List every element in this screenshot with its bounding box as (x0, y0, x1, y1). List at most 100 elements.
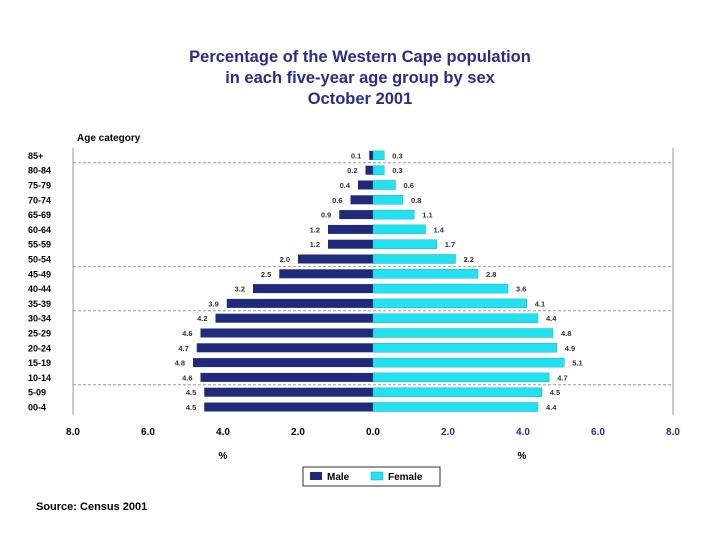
male-value-label: 2.5 (261, 270, 271, 279)
male-value-label: 4.8 (175, 359, 185, 368)
female-bar (372, 239, 437, 249)
female-bar (372, 357, 565, 368)
y-axis-title: Age category (77, 133, 141, 144)
male-bar (328, 224, 373, 234)
male-bar (298, 254, 373, 264)
female-bar (372, 224, 426, 235)
female-bar (372, 165, 385, 175)
x-tick-label: 4.0 (216, 427, 230, 438)
male-bar (253, 284, 373, 294)
female-bar (372, 150, 385, 161)
category-label: 10-14 (28, 373, 51, 383)
male-bar (365, 165, 373, 175)
male-value-label: 4.5 (186, 388, 196, 397)
category-label: 70-74 (28, 195, 51, 205)
female-bar (372, 195, 404, 205)
male-value-label: 4.6 (182, 329, 192, 338)
male-bar (350, 195, 373, 205)
male-value-label: 3.2 (235, 285, 245, 294)
female-bar (372, 180, 396, 190)
female-value-label: 0.8 (411, 196, 421, 205)
x-tick-label: 4.0 (516, 427, 530, 438)
female-value-label: 1.7 (445, 240, 455, 249)
title-line-2: in each five-year age group by sex (225, 69, 495, 87)
male-value-label: 3.9 (208, 299, 218, 308)
female-bar (372, 402, 539, 412)
female-value-label: 1.1 (422, 211, 432, 220)
category-label: 20-24 (28, 343, 51, 353)
male-bar (204, 387, 373, 397)
chart-title: Percentage of the Western Cape populatio… (0, 47, 720, 110)
male-bar (196, 343, 373, 353)
female-bar (372, 372, 550, 383)
legend-male-swatch (310, 472, 322, 480)
male-bar (328, 239, 373, 249)
male-value-label: 1.2 (310, 240, 320, 249)
category-label: 30-34 (28, 314, 51, 324)
male-value-label: 4.7 (178, 344, 188, 353)
male-bar (226, 298, 373, 308)
female-value-label: 0.3 (392, 151, 402, 160)
title-line-1: Percentage of the Western Cape populatio… (189, 48, 531, 66)
category-label: 75-79 (28, 181, 51, 191)
x-tick-label: 8.0 (66, 427, 80, 438)
male-value-label: 0.1 (351, 151, 361, 160)
male-value-label: 0.2 (347, 166, 357, 175)
female-value-label: 4.9 (565, 344, 575, 353)
male-value-label: 4.2 (197, 314, 207, 323)
female-bar (372, 269, 479, 279)
category-label: 65-69 (28, 210, 51, 220)
category-label: 00-4 (28, 403, 46, 413)
x-tick-label: 2.0 (441, 427, 455, 438)
legend-female-label: Female (388, 472, 423, 483)
category-label: 25-29 (28, 329, 51, 339)
female-value-label: 1.4 (434, 225, 445, 234)
x-tick-label: 2.0 (291, 427, 305, 438)
category-label: 15-19 (28, 358, 51, 368)
female-value-label: 4.5 (550, 388, 560, 397)
female-bar (372, 313, 539, 323)
female-value-label: 0.3 (392, 166, 402, 175)
female-bar (372, 343, 557, 353)
category-label: 60-64 (28, 225, 51, 235)
title-line-3: October 2001 (307, 90, 413, 108)
female-value-label: 4.4 (546, 314, 557, 323)
category-label: 45-49 (28, 269, 51, 279)
x-tick-label: 6.0 (591, 427, 605, 438)
category-label: 5-09 (28, 388, 46, 398)
male-bar (200, 328, 373, 338)
male-bar (369, 150, 373, 160)
male-bar (200, 372, 373, 382)
female-bar (372, 254, 456, 264)
legend-male-label: Male (327, 472, 350, 483)
category-label: 40-44 (28, 284, 51, 294)
male-value-label: 4.5 (186, 403, 196, 412)
female-bar (372, 328, 554, 338)
female-value-label: 0.6 (404, 181, 414, 190)
legend-female-swatch (370, 471, 384, 481)
unit-label-left: % (219, 451, 228, 462)
female-bar (372, 283, 509, 294)
female-bar (372, 387, 542, 397)
female-bar (372, 298, 527, 309)
category-label: 35-39 (28, 299, 51, 309)
male-value-label: 0.9 (321, 211, 331, 220)
male-bar (204, 402, 373, 412)
category-label: 85+ (28, 151, 43, 161)
category-label: 55-59 (28, 240, 51, 250)
category-label: 50-54 (28, 255, 51, 265)
male-bar (358, 180, 373, 190)
male-value-label: 4.6 (182, 373, 192, 382)
male-bar (193, 358, 373, 368)
female-value-label: 4.1 (535, 299, 545, 308)
male-bar (279, 269, 373, 279)
x-tick-label: 0.0 (366, 427, 380, 438)
female-value-label: 4.8 (561, 329, 571, 338)
female-value-label: 2.2 (464, 255, 474, 264)
category-label: 80-84 (28, 166, 51, 176)
x-tick-label: 8.0 (666, 427, 680, 438)
female-value-label: 5.1 (572, 359, 582, 368)
male-bar (339, 210, 373, 220)
source-note: Source: Census 2001 (36, 501, 148, 513)
